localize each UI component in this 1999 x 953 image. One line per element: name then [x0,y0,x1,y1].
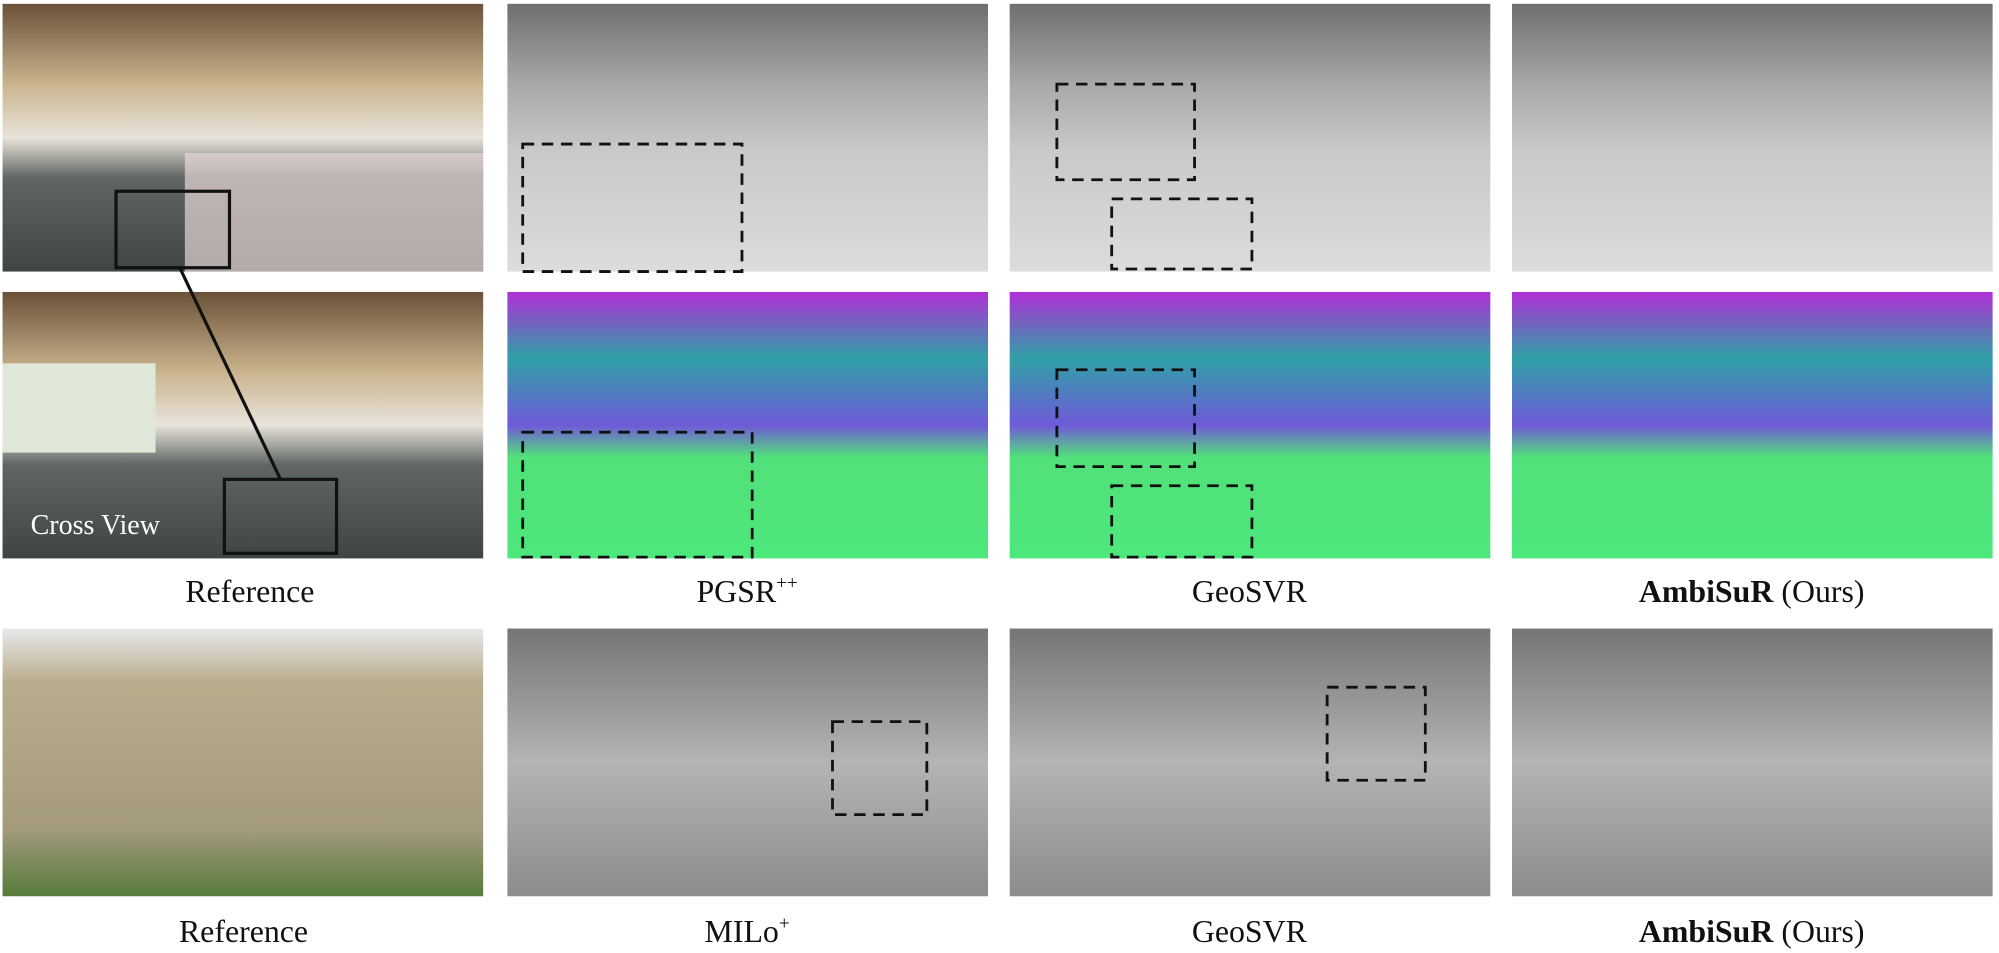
caption: MILo+ [705,913,790,949]
caption-method: AmbiSuR [1639,574,1775,609]
ambisur-render [1511,3,1993,272]
overlay-label: Cross View [31,510,161,541]
dashed-box [1110,484,1254,559]
caption-method: AmbiSuR [1639,914,1775,949]
milo-render [507,628,989,897]
caption: Reference [185,574,314,609]
dashed-box [1055,368,1196,469]
caption-suffix: (Ours) [1781,914,1864,949]
geosvr-render [1009,3,1491,272]
ambisur-render [1511,628,1993,897]
caption-text: MILo [705,914,779,949]
caption: AmbiSuR (Ours) [1639,914,1865,949]
caption-sup: ++ [776,573,798,594]
pgsr-render [507,3,989,272]
window-shape [2,363,156,453]
dashed-box [521,430,754,559]
dashed-box [1055,82,1196,182]
caption-text: PGSR [696,574,776,609]
caption-text: Reference [179,914,308,949]
geosvr-normal [1009,291,1491,559]
captions-row-2: Reference MILo+ GeoSVR AmbiSuR (Ours) [179,913,1865,949]
caption-text: GeoSVR [1192,914,1308,949]
row-3 [2,628,1993,897]
reference-image [2,628,484,897]
dashed-box [1110,197,1254,271]
connector-line [178,267,282,481]
caption: GeoSVR [1192,574,1308,609]
dashed-box [831,720,929,817]
caption-text: Reference [185,574,314,609]
caption: PGSR++ [696,573,797,609]
ambisur-normal [1511,291,1993,559]
captions-row-1: Reference PGSR++ GeoSVR AmbiSuR (Ours) [185,573,1864,609]
row-2: Cross View [2,267,1993,559]
caption-suffix: (Ours) [1781,574,1864,609]
dashed-box [1325,685,1427,782]
geosvr-render [1009,628,1491,897]
highlight-box [114,189,232,270]
caption-sup: + [779,913,790,934]
row-1 [2,3,1993,273]
pgsr-normal [507,291,989,559]
table-shape [184,153,484,272]
caption-text: GeoSVR [1192,574,1308,609]
caption: AmbiSuR (Ours) [1639,574,1865,609]
caption: Reference [179,914,308,949]
caption: GeoSVR [1192,914,1308,949]
